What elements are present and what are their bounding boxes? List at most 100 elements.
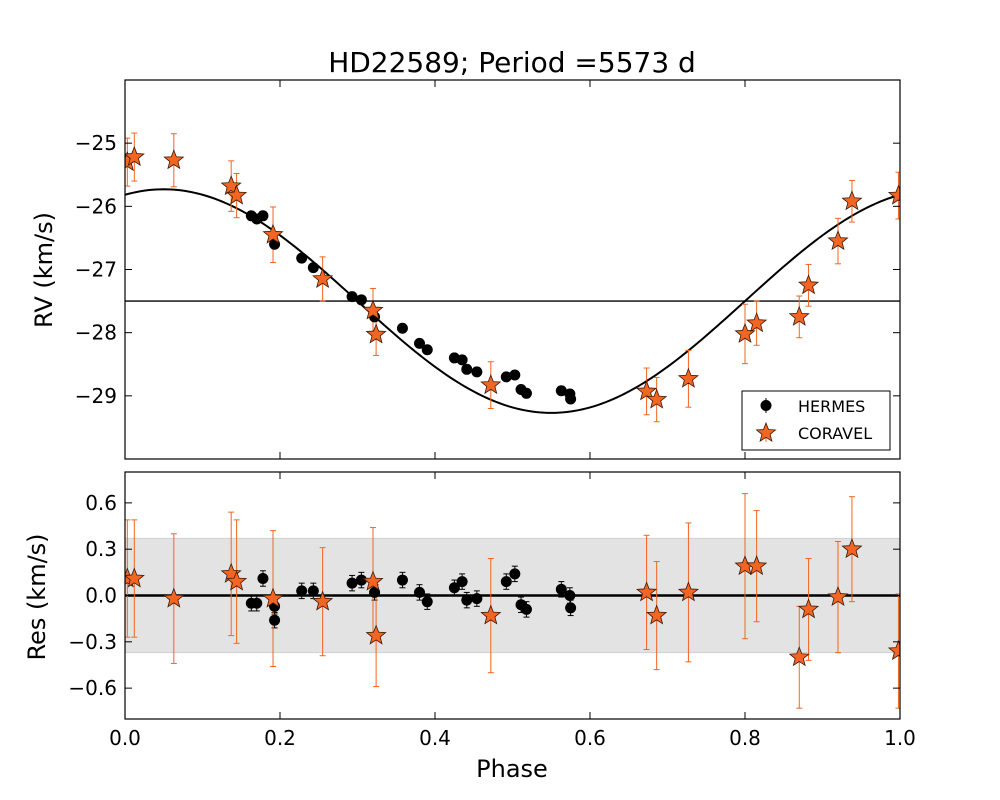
rv-hermes-point <box>346 291 358 303</box>
rv-coravel-point <box>480 373 502 395</box>
res-coravel-point <box>677 581 699 602</box>
rv-coravel-point <box>362 299 384 320</box>
x-tick-label: 0.4 <box>419 726 451 750</box>
res-coravel-point <box>163 587 185 608</box>
legend-coravel-label: CORAVEL <box>798 424 872 443</box>
res-hermes-point <box>500 576 512 588</box>
rv-coravel-point <box>797 274 820 295</box>
rv-coravel-point <box>887 184 900 205</box>
legend-hermes-label: HERMES <box>798 397 865 416</box>
res-coravel-point <box>827 585 849 607</box>
res-ytick-label: 0.3 <box>85 537 117 561</box>
res-coravel-point <box>262 587 284 608</box>
res-coravel-point <box>788 646 810 667</box>
x-tick-label: 0.6 <box>574 726 606 750</box>
rv-coravel-point <box>312 267 334 288</box>
rv-hermes-point <box>509 369 521 381</box>
rv-ytick-label: −29 <box>75 384 117 408</box>
x-tick-label: 0.0 <box>109 726 141 750</box>
res-coravel-point <box>226 570 248 591</box>
res-hermes-point <box>257 573 269 585</box>
res-y-axis-label: Res (km/s) <box>23 533 51 660</box>
res-coravel-point <box>362 570 384 591</box>
legend-coravel-star <box>755 421 777 442</box>
rv-ytick-label: −25 <box>75 131 117 155</box>
legend-hermes-marker <box>760 398 772 413</box>
chart-title: HD22589; Period =5573 d <box>328 46 696 79</box>
rv-coravel-point <box>163 149 185 170</box>
rv-hermes-point <box>500 371 512 383</box>
res-ytick-label: −0.6 <box>68 676 117 700</box>
res-hermes-point <box>269 614 281 626</box>
rv-coravel-point <box>226 184 248 205</box>
rv-coravel-point <box>646 388 668 409</box>
x-tick-label: 1.0 <box>884 726 916 750</box>
rv-coravel-point <box>125 145 145 167</box>
res-hermes-point <box>564 590 576 601</box>
res-hermes-point <box>414 586 425 598</box>
res-plot-area <box>125 493 900 709</box>
rv-coravel-point <box>827 229 849 251</box>
rv-hermes-point <box>456 354 468 366</box>
legend-hermes-dot <box>760 400 772 411</box>
res-coravel-point <box>636 581 658 602</box>
residual-panel: 0.6 0.3 0.0 −0.3 −0.6 0.0 0.2 0.4 0.6 0.8 1.0 <box>68 471 916 750</box>
rv-hermes-point <box>520 387 532 399</box>
x-tick-label: 0.8 <box>729 726 761 750</box>
res-hermes-point <box>369 586 381 598</box>
rv-hermes-point <box>414 337 425 349</box>
res-hermes-point <box>461 594 473 606</box>
res-hermes-point <box>296 585 308 597</box>
res-hermes-point <box>421 596 433 608</box>
x-tick-label: 0.2 <box>264 726 296 750</box>
rv-coravel-point <box>746 312 768 333</box>
x-axis-label: Phase <box>476 755 548 783</box>
res-coravel-point <box>480 604 502 625</box>
res-hermes-point <box>509 568 521 580</box>
rv-y-axis-label: RV (km/s) <box>30 212 58 328</box>
res-ytick-label: 0.6 <box>85 491 117 515</box>
res-hermes-point <box>355 574 367 586</box>
res-coravel-point <box>125 567 145 588</box>
rv-panel: −25 −26 −27 −28 −29 <box>75 79 901 460</box>
res-hermes-point <box>565 602 577 614</box>
rv-hermes-point <box>471 366 483 378</box>
rv-coravel-point <box>841 190 863 211</box>
res-ytick-label: 0.0 <box>85 584 117 608</box>
res-coravel-point <box>887 639 900 661</box>
res-coravel-point <box>797 598 820 619</box>
legend-coravel-marker <box>755 421 777 442</box>
res-hermes-point <box>448 582 460 594</box>
rv-hermes-point <box>296 252 308 264</box>
res-hermes-point <box>346 577 358 589</box>
rv-hermes-point <box>307 262 319 274</box>
rv-ytick-label: −28 <box>75 321 117 345</box>
rv-hermes-point <box>565 393 577 405</box>
res-coravel-point <box>312 590 334 611</box>
res-hermes-point <box>555 583 567 595</box>
rv-plot-area <box>125 132 900 423</box>
res-ytick-label: −0.3 <box>68 630 117 654</box>
rv-coravel-point <box>262 223 284 244</box>
legend: HERMES CORAVEL <box>741 390 891 451</box>
rv-coravel-point <box>220 175 242 196</box>
res-hermes-point <box>520 603 532 615</box>
res-hermes-point <box>251 597 263 609</box>
rv-hermes-point <box>257 210 269 222</box>
res-hermes-point <box>307 585 319 597</box>
rv-ytick-label: −26 <box>75 194 117 218</box>
res-hermes-point <box>396 574 408 586</box>
res-hermes-point <box>456 576 468 588</box>
res-coravel-point <box>841 538 863 559</box>
res-coravel-point <box>365 624 387 645</box>
res-hermes-point <box>471 593 483 605</box>
rv-hermes-point <box>555 385 567 397</box>
rv-hermes-point <box>421 344 433 356</box>
rv-coravel-point <box>677 367 699 388</box>
res-coravel-point <box>746 555 768 576</box>
rv-hermes-point <box>355 294 367 306</box>
rv-hermes-point <box>396 322 408 334</box>
rv-ytick-label: −27 <box>75 258 117 282</box>
rv-hermes-point <box>461 363 473 375</box>
